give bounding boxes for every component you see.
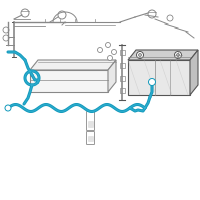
FancyBboxPatch shape xyxy=(120,75,124,80)
Circle shape xyxy=(106,43,110,47)
FancyBboxPatch shape xyxy=(88,121,93,127)
FancyBboxPatch shape xyxy=(120,88,124,92)
Circle shape xyxy=(3,27,9,33)
Polygon shape xyxy=(108,60,116,92)
Circle shape xyxy=(174,51,182,58)
Circle shape xyxy=(148,78,156,86)
Polygon shape xyxy=(128,60,190,95)
FancyBboxPatch shape xyxy=(88,136,93,141)
Circle shape xyxy=(177,53,180,56)
Polygon shape xyxy=(30,70,108,92)
Polygon shape xyxy=(30,60,116,70)
Circle shape xyxy=(136,51,144,58)
Polygon shape xyxy=(190,50,198,95)
Circle shape xyxy=(138,53,142,56)
FancyBboxPatch shape xyxy=(120,49,124,54)
Circle shape xyxy=(112,49,116,54)
Circle shape xyxy=(21,9,29,17)
Circle shape xyxy=(148,10,156,18)
FancyBboxPatch shape xyxy=(86,112,95,130)
Polygon shape xyxy=(128,50,198,60)
FancyBboxPatch shape xyxy=(86,132,95,144)
Circle shape xyxy=(108,55,112,60)
Circle shape xyxy=(5,105,11,111)
Circle shape xyxy=(58,11,66,19)
Circle shape xyxy=(167,15,173,21)
Circle shape xyxy=(98,47,102,52)
Circle shape xyxy=(3,35,9,41)
FancyBboxPatch shape xyxy=(120,62,124,68)
